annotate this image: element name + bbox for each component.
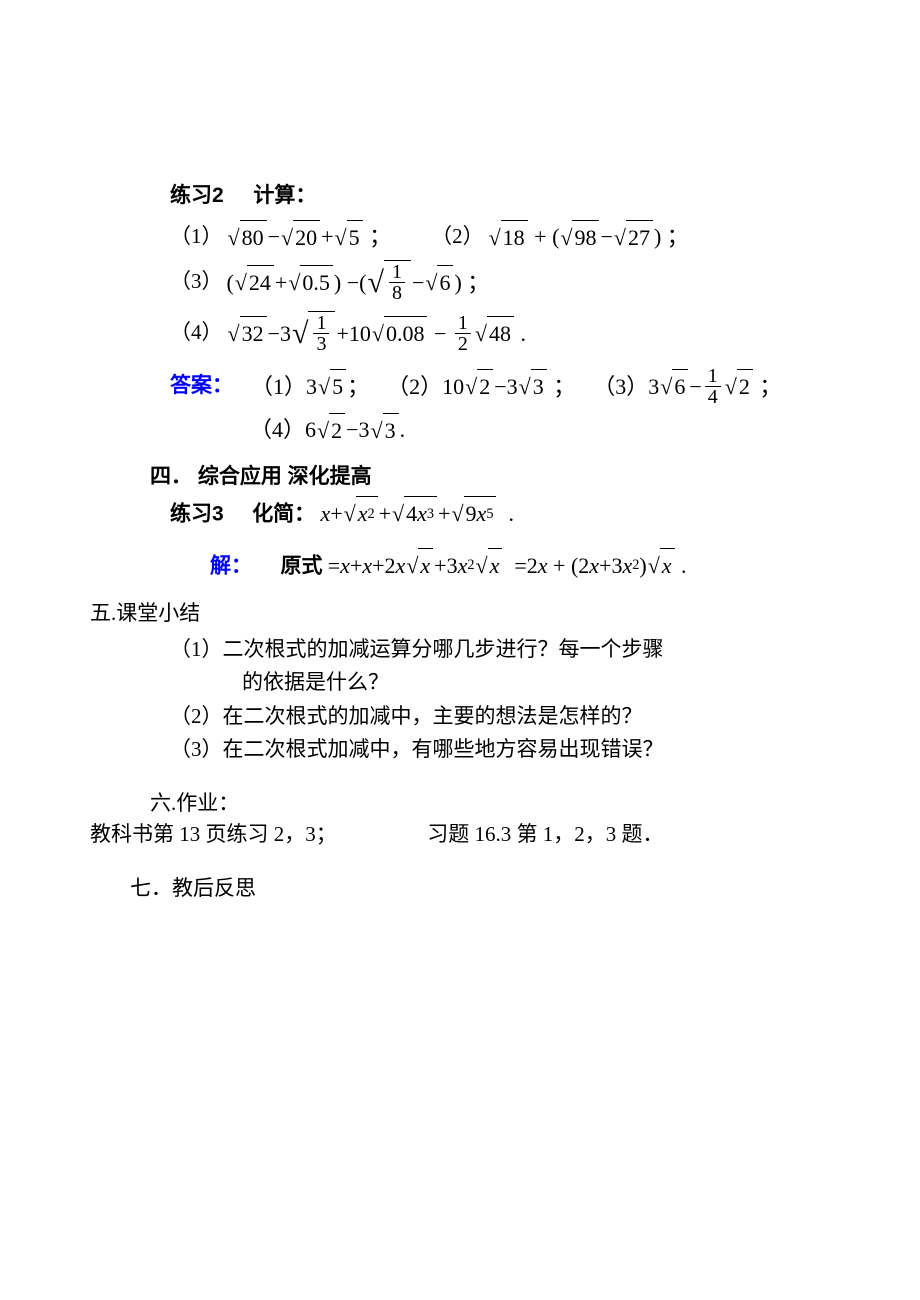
summary-q2: （2）在二次根式的加减中，主要的想法是怎样的？: [170, 701, 830, 733]
problem-1-expr: √80 −√20 +√5 ；: [227, 220, 392, 254]
problem-1-label: （1）: [170, 221, 223, 253]
page: 练习2 计算： （1） √80 −√20 +√5 ； （2） √18 + (√9…: [0, 0, 920, 964]
exercise-2: 练习2 计算： （1） √80 −√20 +√5 ； （2） √18 + (√9…: [170, 180, 830, 447]
exercise-3-solution: 解： 原式 =x+x+ 2x √x +3x2 √x =2x + (2x+3x2)…: [210, 548, 830, 582]
answer-1: （1） 3 √5 ；: [251, 369, 369, 403]
solution-label: 解：: [210, 555, 252, 578]
exercise-3: 练习3 化简： x+ √x2 +√4x3 +√9x5 .: [170, 496, 830, 530]
exercise-2-title: 练习2 计算：: [170, 180, 830, 212]
section-5-heading: 五.课堂小结: [90, 598, 830, 630]
problem-2-expr: √18 + (√98 −√27) ；: [488, 220, 689, 254]
problem-4-expr: √32 −3 √ 13 +10 √0.08 − 12 √48 .: [227, 311, 526, 356]
exercise-2-row-3: （4） √32 −3 √ 13 +10 √0.08 − 12 √48 .: [170, 311, 830, 356]
answer-2: （2） 10 √2 −3 √3 ；: [387, 369, 575, 403]
exercise-3-label: 练习3: [170, 503, 224, 526]
section-5-list: （1）二次根式的加减运算分哪几步进行？每一个步骤 的依据是什么？ （2）在二次根…: [170, 634, 830, 766]
answer-4: （4） 6 √2 −3 √3 .: [250, 413, 405, 447]
section-4-heading: 四． 综合应用 深化提高: [150, 461, 830, 493]
homework-b: 习题 16.3 第 1，2，3 题．: [427, 822, 663, 846]
homework-line: 教科书第 13 页练习 2，3； 习题 16.3 第 1，2，3 题．: [90, 819, 830, 851]
exercise-2-row-1: （1） √80 −√20 +√5 ； （2） √18 + (√98 −√27) …: [170, 220, 830, 254]
solution-prefix: 原式: [281, 555, 323, 578]
answer-label: 答案：: [170, 370, 233, 402]
exercise-2-text: 计算：: [253, 184, 316, 207]
homework-a: 教科书第 13 页练习 2，3；: [90, 822, 337, 846]
problem-3-label: （3）: [170, 266, 223, 298]
section-6-heading: 六.作业：: [150, 788, 830, 820]
problem-4-label: （4）: [170, 317, 223, 349]
summary-q1a: （1）二次根式的加减运算分哪几步进行？每一个步骤: [170, 634, 830, 666]
section-7-heading: 七．教后反思: [130, 873, 830, 905]
summary-q1b: 的依据是什么？: [242, 667, 830, 699]
exercise-2-row-2: （3） (√24 +√0.5) −(√ 18 −√6) ；: [170, 260, 830, 305]
summary-q3: （3）在二次根式加减中，有哪些地方容易出现错误？: [170, 734, 830, 766]
problem-2-label: （2）: [431, 221, 484, 253]
exercise-3-text: 化简：: [252, 503, 315, 526]
answer-3: （3） 3 √6 − 14 √2 ；: [593, 366, 781, 407]
solution-expr: =x+x+ 2x √x +3x2 √x =2x + (2x+3x2) √x .: [328, 548, 687, 582]
exercise-3-expr: x+ √x2 +√4x3 +√9x5 .: [320, 496, 514, 530]
exercise-2-answers-row-1: 答案： （1） 3 √5 ； （2） 10 √2 −3 √3 ； （3） 3: [170, 366, 830, 407]
exercise-2-label: 练习2: [170, 184, 224, 207]
problem-3-expr: (√24 +√0.5) −(√ 18 −√6) ；: [227, 260, 490, 305]
exercise-2-answers-row-2: （4） 6 √2 −3 √3 .: [250, 413, 830, 447]
